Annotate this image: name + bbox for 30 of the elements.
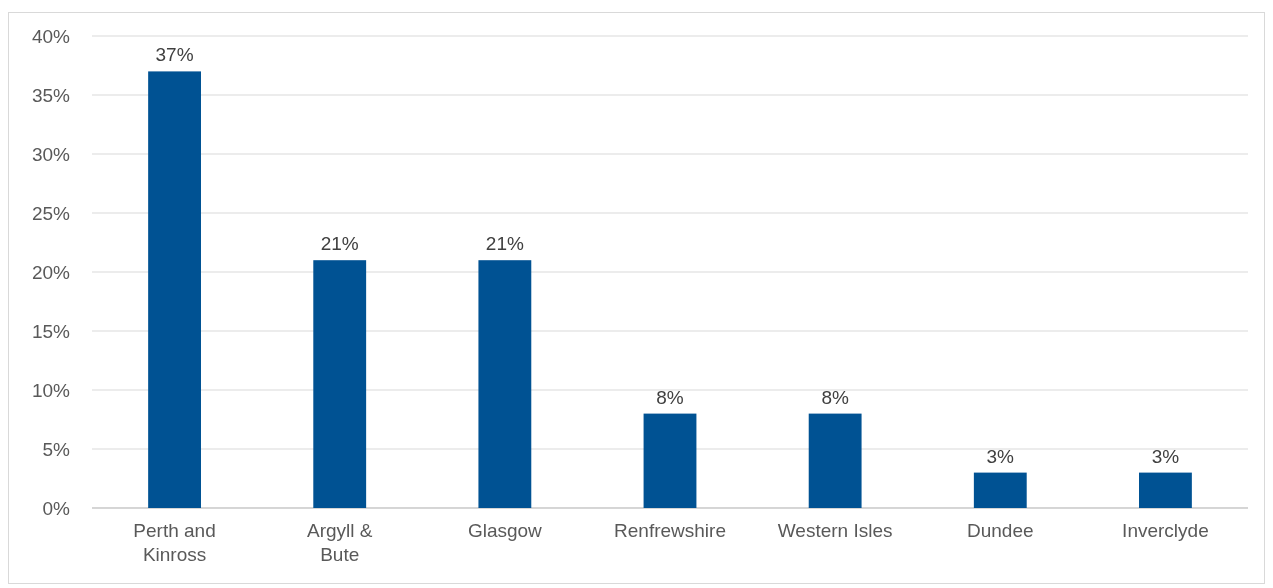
- data-label: 21%: [320, 233, 359, 255]
- x-tick-label: Dundee: [967, 520, 1034, 541]
- bar: [478, 260, 532, 508]
- data-label: 21%: [485, 233, 524, 255]
- y-tick-label: 35%: [31, 84, 71, 106]
- x-tick-label: Argyll & Bute: [306, 520, 373, 565]
- y-tick-label: 0%: [42, 497, 71, 519]
- data-label: 3%: [986, 445, 1015, 467]
- y-tick-label: 30%: [31, 143, 71, 165]
- bar: [973, 472, 1027, 508]
- data-label: 8%: [656, 386, 684, 408]
- y-tick-label: 15%: [31, 320, 71, 342]
- x-tick-label: Glasgow: [467, 520, 543, 541]
- y-tick-label: 20%: [31, 261, 71, 283]
- y-tick-label: 10%: [31, 379, 71, 401]
- bar: [313, 260, 367, 508]
- bar: [643, 413, 697, 508]
- data-label: 37%: [155, 44, 194, 66]
- x-tick-label: Western Isles: [777, 520, 893, 541]
- y-tick-label: 40%: [31, 25, 71, 47]
- bar: [148, 71, 201, 508]
- data-label: 3%: [1151, 445, 1180, 467]
- x-tick-label: Perth and Kinross: [133, 520, 216, 565]
- bar: [1139, 472, 1192, 508]
- bar: [808, 413, 862, 508]
- y-tick-label: 25%: [31, 202, 71, 224]
- x-tick-label: Inverclyde: [1122, 520, 1209, 541]
- data-label: 8%: [821, 386, 849, 408]
- x-tick-label: Renfrewshire: [614, 520, 726, 541]
- y-tick-label: 5%: [42, 438, 71, 460]
